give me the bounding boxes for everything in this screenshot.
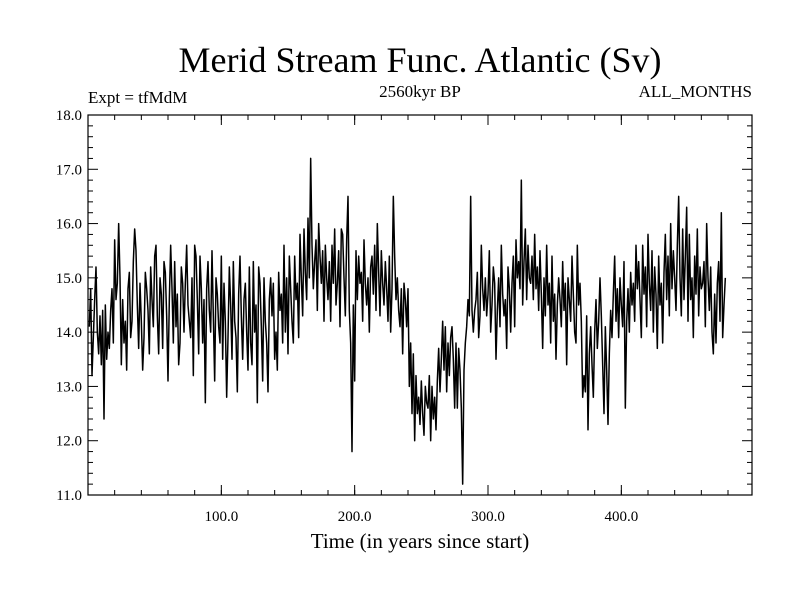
y-tick-label: 14.0 — [56, 325, 82, 341]
plot-frame — [87, 114, 753, 496]
series-layer — [88, 157, 727, 485]
y-tick-label: 16.0 — [56, 217, 82, 233]
y-tick-label: 15.0 — [56, 271, 82, 287]
y-tick-label: 18.0 — [56, 108, 82, 124]
experiment-label: Expt = tfMdM — [88, 88, 187, 107]
x-tick-label: 100.0 — [204, 509, 238, 525]
x-axis-label: Time (in years since start) — [311, 529, 530, 553]
time-period-label: 2560kyr BP — [379, 82, 461, 101]
x-tick-label: 200.0 — [338, 509, 372, 525]
x-tick-label: 400.0 — [604, 509, 638, 525]
series-line — [88, 157, 727, 485]
chart-title: Merid Stream Func. Atlantic (Sv) — [179, 40, 662, 80]
months-label: ALL_MONTHS — [639, 82, 752, 101]
y-tick-label: 11.0 — [56, 488, 82, 504]
y-tick-label: 13.0 — [56, 379, 82, 395]
axis-ticks: 100.0 200.0 300.0 400.0 11.0 12.0 13.0 14.0 15.0… — [56, 108, 752, 525]
x-tick-label: 300.0 — [471, 509, 505, 525]
y-tick-label: 17.0 — [56, 162, 82, 178]
y-tick-label: 12.0 — [56, 434, 82, 450]
